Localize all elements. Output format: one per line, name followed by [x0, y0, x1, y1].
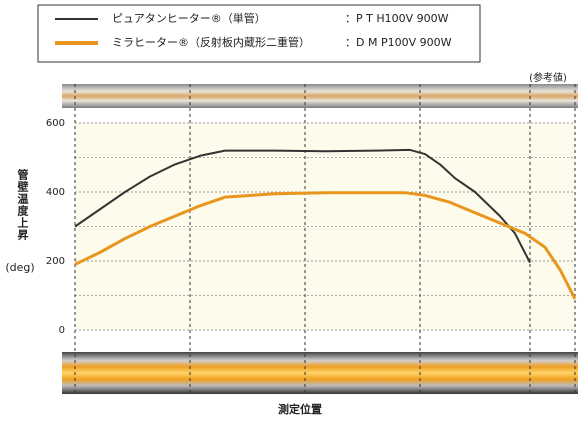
legend-box [37, 4, 481, 63]
y-tick-label: 600 [46, 118, 65, 129]
y-tick-label: 200 [46, 256, 65, 267]
legend-spec: ：D M P100V 900W [345, 36, 452, 49]
data-line [74, 148, 531, 264]
data-line [74, 191, 577, 300]
y-tick-label: 0 [59, 325, 65, 336]
legend-spec: ：P T H100V 900W [345, 12, 449, 25]
y-axis-title: 管壁温度上昇 [16, 168, 29, 241]
y-tick-label: 400 [46, 187, 65, 198]
x-axis-title: 測定位置 [278, 402, 322, 416]
heater-image-top [62, 84, 578, 108]
heater-image-bottom [62, 352, 578, 394]
note: (参考値) [529, 71, 567, 84]
y-axis-unit: (deg) [5, 261, 34, 274]
legend-label: ミラヒーター®（反射板内蔵形二重管） [112, 35, 310, 49]
legend-label: ピュアタンヒーター®（単管） [112, 11, 266, 25]
